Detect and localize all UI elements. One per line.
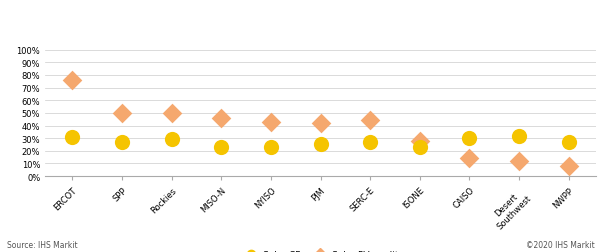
Point bbox=[415, 145, 424, 149]
Point bbox=[564, 140, 574, 144]
Point bbox=[315, 143, 325, 147]
Point bbox=[315, 121, 325, 125]
Point bbox=[365, 119, 375, 123]
Point bbox=[514, 134, 524, 138]
Text: Solar capacity credit and capacity factor by region: Solar capacity credit and capacity facto… bbox=[7, 16, 344, 29]
Point bbox=[217, 116, 226, 120]
Point bbox=[217, 145, 226, 149]
Text: Source: IHS Markit: Source: IHS Markit bbox=[7, 240, 78, 249]
Point bbox=[365, 140, 375, 144]
Point bbox=[266, 145, 276, 149]
Point bbox=[167, 111, 176, 115]
Point bbox=[117, 111, 127, 115]
Point bbox=[465, 157, 474, 161]
Point bbox=[67, 79, 77, 83]
Point bbox=[415, 139, 424, 143]
Point bbox=[266, 120, 276, 124]
Text: ©2020 IHS Markit: ©2020 IHS Markit bbox=[526, 240, 595, 249]
Point bbox=[465, 137, 474, 141]
Point bbox=[167, 138, 176, 142]
Legend: Solar CF, Solar PV credit: Solar CF, Solar PV credit bbox=[239, 246, 402, 252]
Point bbox=[564, 164, 574, 168]
Point bbox=[117, 140, 127, 144]
Point bbox=[67, 135, 77, 139]
Point bbox=[514, 159, 524, 163]
